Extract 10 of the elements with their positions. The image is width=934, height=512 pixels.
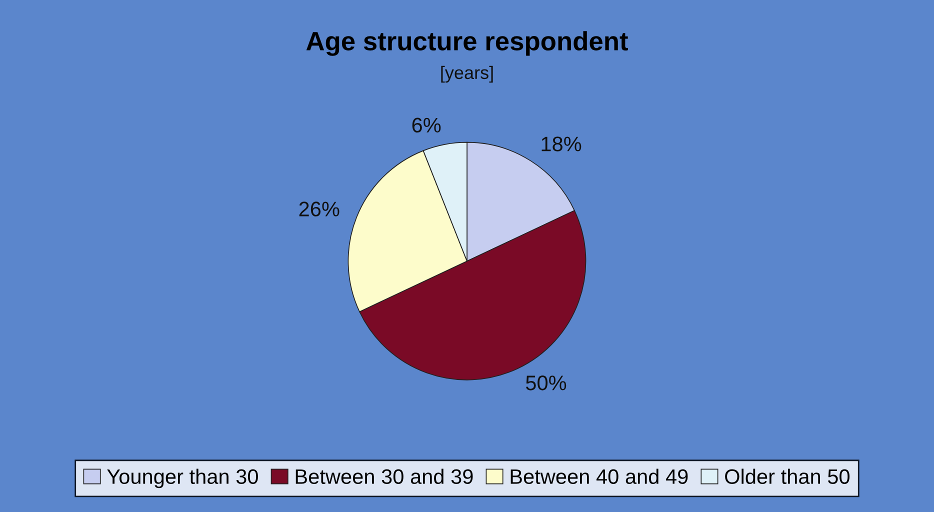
data-label: 26% — [299, 202, 340, 216]
legend-label: Older than 50 — [725, 468, 850, 484]
data-label: 18% — [542, 136, 582, 152]
chart-title: Age structure respondent — [306, 31, 628, 56]
data-label: 6% — [412, 118, 441, 133]
legend-label: Younger than 30 — [107, 468, 258, 488]
data-label: 50% — [526, 376, 566, 390]
chart-subtitle: [years] — [441, 66, 493, 83]
legend-label: Between 40 and 49 — [510, 468, 688, 484]
legend-label: Between 30 and 39 — [296, 468, 473, 484]
